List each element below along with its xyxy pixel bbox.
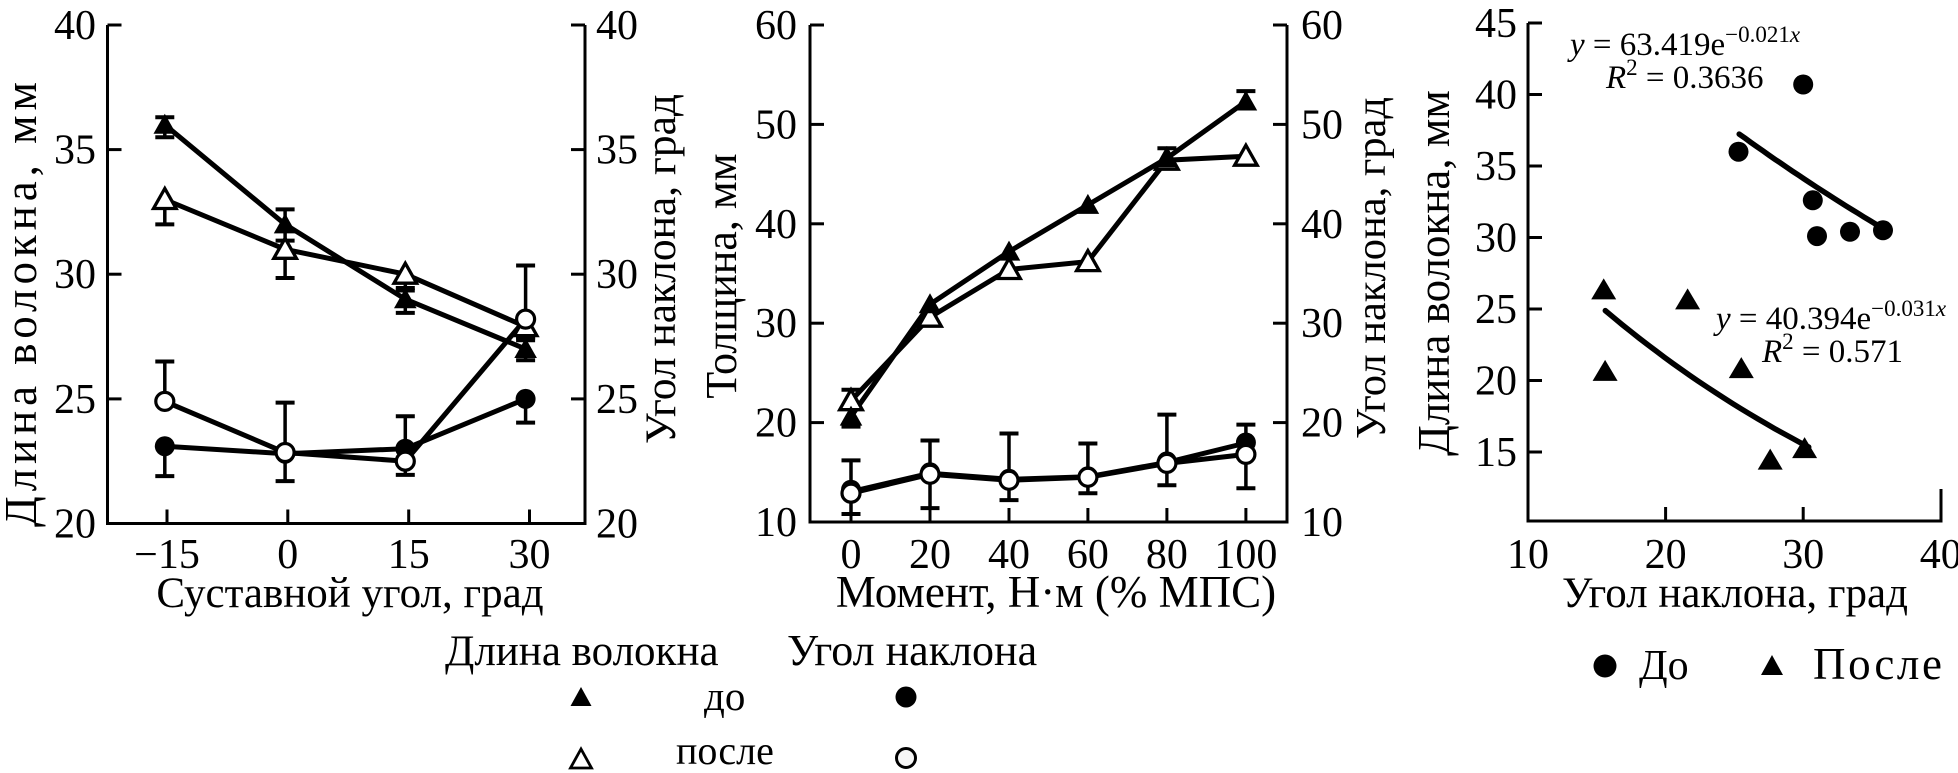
svg-text:20: 20: [1645, 532, 1687, 578]
svg-text:60: 60: [755, 3, 797, 49]
svg-text:−15: −15: [134, 532, 200, 578]
svg-text:25: 25: [54, 377, 96, 423]
svg-text:35: 35: [54, 128, 96, 174]
svg-text:50: 50: [1301, 102, 1343, 148]
svg-text:35: 35: [1475, 144, 1517, 190]
svg-text:20: 20: [596, 502, 638, 548]
svg-text:80: 80: [1146, 532, 1188, 578]
svg-text:15: 15: [388, 532, 430, 578]
svg-text:45: 45: [1475, 1, 1517, 47]
svg-text:после: после: [676, 728, 774, 773]
svg-text:30: 30: [1782, 532, 1824, 578]
svg-text:40: 40: [596, 3, 638, 49]
svg-text:40: 40: [1301, 202, 1343, 248]
svg-text:10: 10: [1301, 500, 1343, 546]
svg-text:Угол наклона: Угол наклона: [787, 626, 1037, 675]
svg-text:До: До: [1639, 643, 1689, 689]
svg-text:30: 30: [755, 301, 797, 347]
svg-text:Толщина, мм: Толщина, мм: [697, 153, 746, 398]
svg-text:до: до: [704, 673, 745, 719]
svg-text:40: 40: [54, 3, 96, 49]
svg-text:0: 0: [841, 532, 862, 578]
svg-text:40: 40: [988, 532, 1030, 578]
svg-text:20: 20: [54, 502, 96, 548]
svg-text:15: 15: [1475, 430, 1517, 476]
svg-text:40: 40: [1475, 73, 1517, 119]
svg-text:30: 30: [1301, 301, 1343, 347]
svg-text:Угол наклона, град: Угол наклона, град: [637, 94, 685, 444]
svg-text:25: 25: [1475, 287, 1517, 333]
svg-text:20: 20: [909, 532, 951, 578]
svg-text:R2 = 0.3636: R2 = 0.3636: [1605, 55, 1764, 96]
svg-text:100: 100: [1214, 532, 1277, 578]
svg-text:60: 60: [1067, 532, 1109, 578]
svg-text:30: 30: [1475, 216, 1517, 262]
svg-text:R2 = 0.571: R2 = 0.571: [1761, 329, 1903, 370]
svg-text:10: 10: [755, 500, 797, 546]
svg-text:40: 40: [1920, 532, 1958, 578]
svg-text:Угол наклона, град: Угол наклона, град: [1562, 570, 1908, 617]
svg-text:30: 30: [509, 532, 551, 578]
svg-text:Момент, Н·м (% МПС): Момент, Н·м (% МПС): [836, 567, 1276, 617]
svg-text:35: 35: [596, 128, 638, 174]
svg-text:25: 25: [596, 377, 638, 423]
svg-text:Длина волокна, мм: Длина волокна, мм: [1409, 90, 1459, 456]
svg-text:20: 20: [1475, 359, 1517, 405]
svg-text:20: 20: [1301, 401, 1343, 447]
svg-text:30: 30: [54, 252, 96, 298]
svg-text:Длина волокна, мм: Длина волокна, мм: [0, 77, 46, 527]
svg-text:60: 60: [1301, 3, 1343, 49]
svg-text:10: 10: [1507, 532, 1549, 578]
svg-text:20: 20: [755, 401, 797, 447]
svg-text:Длина волокна: Длина волокна: [445, 628, 719, 675]
svg-text:30: 30: [596, 252, 638, 298]
svg-text:y = 40.394e−0.031x: y = 40.394e−0.031x: [1713, 296, 1947, 337]
svg-text:После: После: [1813, 639, 1945, 689]
svg-text:Угол наклона, град: Угол наклона, град: [1348, 97, 1395, 439]
svg-text:Суставной угол, град: Суставной угол, град: [156, 570, 543, 617]
svg-text:50: 50: [755, 102, 797, 148]
svg-text:40: 40: [755, 202, 797, 248]
svg-text:0: 0: [277, 532, 298, 578]
